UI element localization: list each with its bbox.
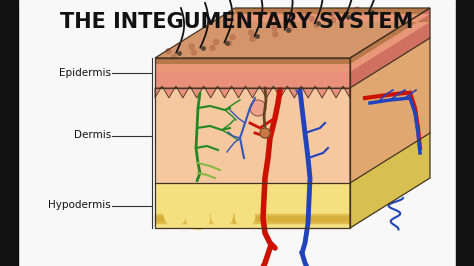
Circle shape — [273, 32, 278, 37]
Polygon shape — [155, 58, 350, 88]
Circle shape — [166, 49, 171, 54]
Circle shape — [214, 39, 219, 44]
Circle shape — [290, 21, 295, 26]
Bar — [155, 218, 350, 221]
Circle shape — [347, 13, 353, 18]
Circle shape — [236, 187, 260, 211]
Circle shape — [260, 128, 270, 138]
Circle shape — [250, 100, 266, 116]
Bar — [0, 0, 18, 266]
Circle shape — [211, 205, 233, 227]
Polygon shape — [155, 8, 430, 70]
Polygon shape — [155, 86, 350, 98]
Circle shape — [210, 45, 215, 51]
Circle shape — [189, 44, 194, 49]
Circle shape — [163, 186, 187, 210]
Circle shape — [287, 27, 292, 32]
Circle shape — [164, 204, 186, 226]
Polygon shape — [350, 133, 430, 228]
Bar — [456, 0, 474, 266]
Circle shape — [309, 16, 314, 21]
Circle shape — [259, 187, 281, 209]
Circle shape — [187, 188, 213, 214]
Text: Epidermis: Epidermis — [59, 68, 111, 78]
Polygon shape — [350, 38, 430, 183]
Circle shape — [172, 55, 177, 60]
Circle shape — [355, 7, 360, 12]
Circle shape — [191, 50, 196, 55]
Circle shape — [186, 206, 210, 230]
Polygon shape — [155, 14, 430, 72]
Circle shape — [329, 12, 334, 17]
Bar — [155, 220, 350, 223]
Polygon shape — [155, 88, 350, 183]
Polygon shape — [350, 8, 430, 88]
Circle shape — [272, 26, 277, 31]
Bar — [155, 216, 350, 219]
Circle shape — [250, 36, 255, 41]
Polygon shape — [155, 8, 430, 58]
Text: Hypodermis: Hypodermis — [48, 201, 111, 210]
Circle shape — [230, 35, 235, 40]
Circle shape — [227, 41, 232, 46]
Bar — [155, 214, 350, 217]
Polygon shape — [155, 183, 350, 228]
Circle shape — [214, 186, 236, 208]
Circle shape — [331, 18, 336, 23]
Circle shape — [314, 22, 319, 27]
Text: THE INTEGUMENTARY SYSTEM: THE INTEGUMENTARY SYSTEM — [60, 12, 414, 32]
Text: Dermis: Dermis — [74, 131, 111, 140]
Circle shape — [248, 30, 254, 35]
Circle shape — [235, 207, 255, 227]
